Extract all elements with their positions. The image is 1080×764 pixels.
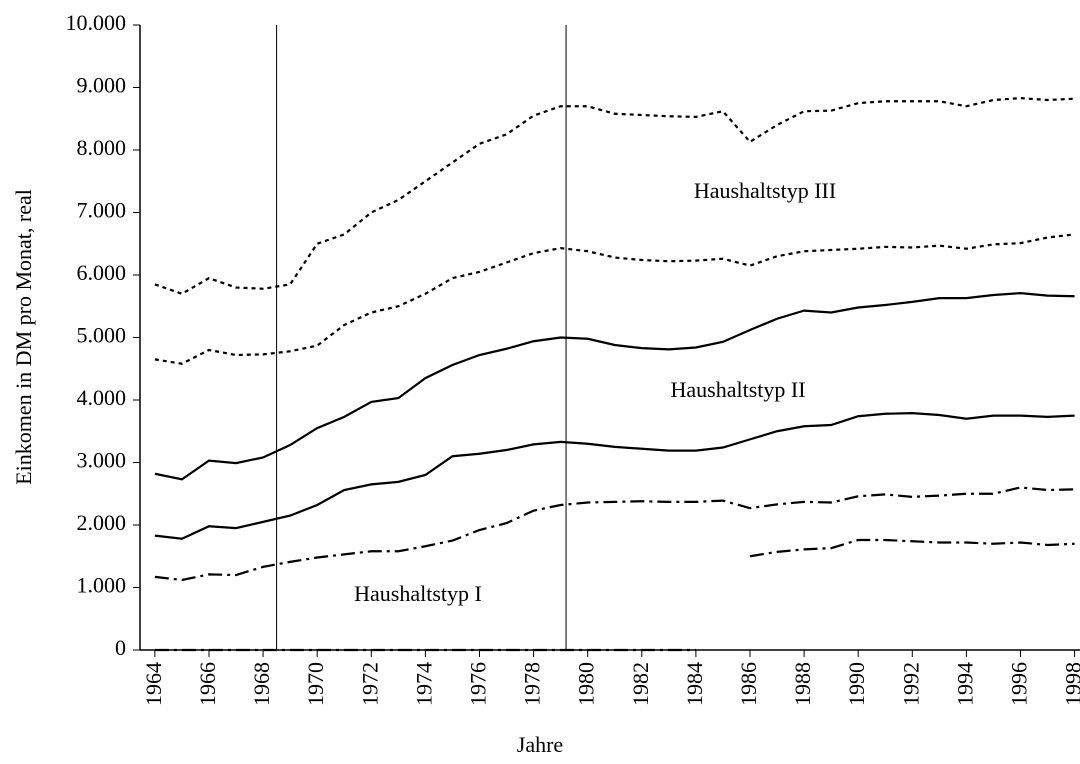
x-tick-label: 1980 xyxy=(574,662,599,706)
y-tick-label: 6.000 xyxy=(77,260,127,285)
annotation: Haushaltstyp I xyxy=(354,581,482,606)
x-tick-label: 1996 xyxy=(1007,662,1032,706)
x-tick-label: 1988 xyxy=(790,662,815,706)
y-tick-label: 2.000 xyxy=(77,510,127,535)
y-tick-label: 3.000 xyxy=(77,448,127,473)
x-tick-label: 1990 xyxy=(844,662,869,706)
series-line xyxy=(749,538,1075,558)
x-tick-label: 1992 xyxy=(898,662,923,706)
y-tick-label: 1.000 xyxy=(77,573,127,598)
x-tick-label: 1984 xyxy=(682,662,707,706)
series-line xyxy=(154,97,1075,295)
y-tick-label: 7.000 xyxy=(77,198,127,223)
x-tick-label: 1974 xyxy=(411,662,436,706)
y-axis-label: Einkomen in DM pro Monat, real xyxy=(11,189,36,485)
y-tick-label: 8.000 xyxy=(77,135,127,160)
x-tick-label: 1982 xyxy=(628,662,653,706)
x-tick-label: 1964 xyxy=(141,662,166,706)
x-tick-label: 1972 xyxy=(357,662,382,706)
x-tick-label: 1970 xyxy=(303,662,328,706)
y-tick-label: 0 xyxy=(115,635,126,660)
series-line xyxy=(154,292,1075,481)
x-tick-label: 1966 xyxy=(195,662,220,706)
series-line xyxy=(154,486,1075,582)
x-tick-label: 1968 xyxy=(249,662,274,706)
x-tick-label: 1976 xyxy=(466,662,491,706)
series-line xyxy=(154,412,1075,540)
y-tick-label: 9.000 xyxy=(77,73,127,98)
y-tick-label: 10.000 xyxy=(66,10,127,35)
x-tick-label: 1994 xyxy=(952,662,977,706)
x-axis-label: Jahre xyxy=(517,732,563,757)
x-tick-label: 1998 xyxy=(1061,662,1080,706)
annotation: Haushaltstyp III xyxy=(694,178,836,203)
y-tick-label: 4.000 xyxy=(77,385,127,410)
y-tick-label: 5.000 xyxy=(77,323,127,348)
annotation: Haushaltstyp II xyxy=(670,377,805,402)
x-tick-label: 1986 xyxy=(736,662,761,706)
x-tick-label: 1978 xyxy=(520,662,545,706)
